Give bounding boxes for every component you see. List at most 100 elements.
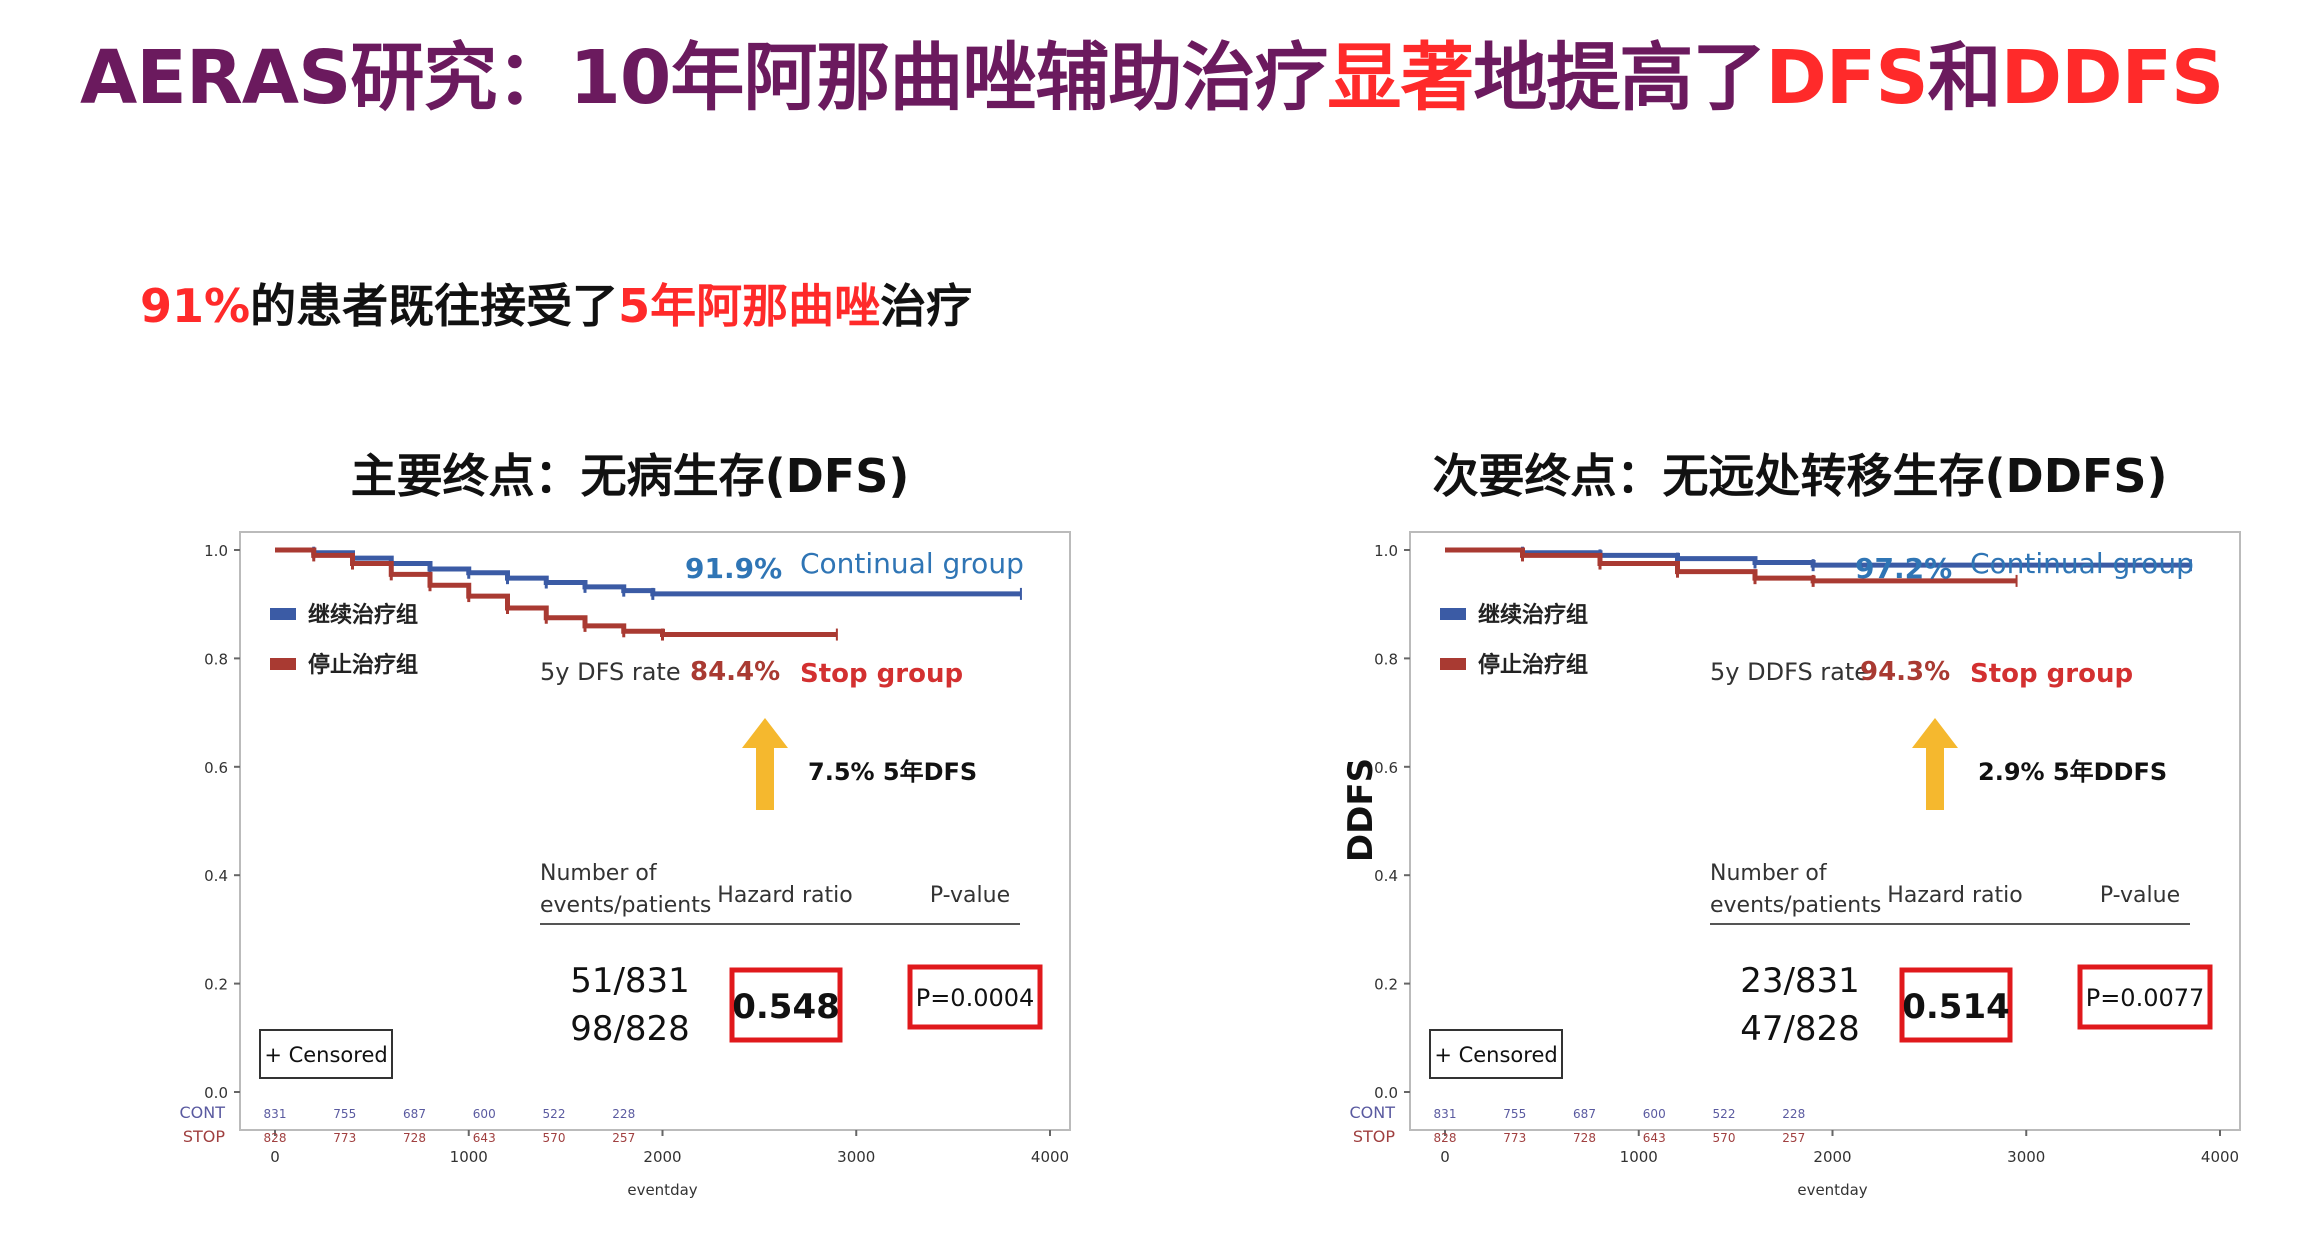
subtitle-therapy: 5年阿那曲唑 bbox=[618, 279, 881, 333]
x-tick-label: 2000 bbox=[643, 1148, 681, 1166]
y-tick-label: 0.6 bbox=[204, 759, 228, 777]
risk-label-cont: CONT bbox=[179, 1103, 225, 1122]
x-tick-label: 0 bbox=[1440, 1148, 1450, 1166]
risk-label-cont: CONT bbox=[1349, 1103, 1395, 1122]
y-tick-label: 0.0 bbox=[204, 1084, 228, 1102]
risk-count-stop: 257 bbox=[1782, 1131, 1805, 1145]
legend-swatch-stop bbox=[270, 658, 296, 670]
y-tick-label: 0.8 bbox=[1374, 650, 1398, 668]
title-part1: AERAS研究：10年阿那曲唑辅助治疗 bbox=[80, 35, 1328, 121]
p-value: P=0.0077 bbox=[2086, 984, 2205, 1012]
col-header-p: P-value bbox=[2100, 883, 2180, 908]
continual-rate: 91.9% bbox=[685, 552, 782, 585]
title-emphasis-significant: 显著 bbox=[1327, 35, 1474, 121]
improvement-label: 2.9% 5年DDFS bbox=[1978, 758, 2167, 786]
x-tick-label: 3000 bbox=[2007, 1148, 2045, 1166]
risk-count-stop: 828 bbox=[1434, 1131, 1457, 1145]
y-tick-label: 0.0 bbox=[1374, 1084, 1398, 1102]
x-tick-label: 1000 bbox=[450, 1148, 488, 1166]
events-stop: 47/828 bbox=[1740, 1009, 1860, 1049]
x-tick-label: 4000 bbox=[1031, 1148, 1069, 1166]
events-continual: 23/831 bbox=[1740, 961, 1860, 1001]
continual-rate: 97.2% bbox=[1855, 552, 1952, 585]
col-header-p: P-value bbox=[930, 883, 1010, 908]
subtitle-text2: 治疗 bbox=[880, 279, 973, 333]
rate-label: 5y DFS rate bbox=[540, 658, 681, 686]
risk-count-stop: 773 bbox=[333, 1131, 356, 1145]
risk-count-cont: 600 bbox=[1643, 1107, 1666, 1121]
events-stop: 98/828 bbox=[570, 1009, 690, 1049]
risk-count-stop: 773 bbox=[1503, 1131, 1526, 1145]
title-emphasis-ddfs: DDFS bbox=[2000, 35, 2225, 121]
events-continual: 51/831 bbox=[570, 961, 690, 1001]
y-tick-label: 1.0 bbox=[1374, 542, 1398, 560]
ddfs-chart: 1.0 0.8 0.6 0.4 0.2 0.0 0 1000 2000 3000 4000 event… bbox=[1341, 531, 2241, 1199]
subtitle-percent: 91% bbox=[140, 279, 251, 333]
col-header-events-2: events/patients bbox=[540, 893, 711, 918]
legend-swatch-continual bbox=[270, 608, 296, 620]
legend-label-continual: 继续治疗组 bbox=[1478, 602, 1588, 628]
p-value-box bbox=[2077, 964, 2213, 1030]
y-tick-label: 0.2 bbox=[1374, 976, 1398, 994]
x-tick-label: 1000 bbox=[1620, 1148, 1658, 1166]
risk-count-cont: 687 bbox=[403, 1107, 426, 1121]
y-tick-label: 0.4 bbox=[1374, 867, 1398, 885]
risk-count-stop: 728 bbox=[403, 1131, 426, 1145]
title-part3: 和 bbox=[1927, 35, 2002, 121]
improvement-label: 7.5% 5年DFS bbox=[808, 758, 977, 786]
censored-legend-label: + Censored bbox=[1434, 1043, 1557, 1067]
dfs-chart: 1.0 0.8 0.6 0.4 0.2 0.0 0 1000 2000 3000 4000 event… bbox=[179, 531, 1071, 1199]
hr-box bbox=[1899, 967, 2013, 1043]
plot-frame bbox=[1409, 531, 2241, 1131]
y-tick-label: 0.8 bbox=[204, 650, 228, 668]
hazard-ratio-value: 0.514 bbox=[1902, 987, 2010, 1027]
title-emphasis-dfs: DFS bbox=[1765, 35, 1928, 121]
risk-count-cont: 522 bbox=[1713, 1107, 1736, 1121]
risk-count-cont: 755 bbox=[333, 1107, 356, 1121]
risk-count-cont: 600 bbox=[473, 1107, 496, 1121]
rate-label: 5y DDFS rate bbox=[1710, 658, 1869, 686]
risk-count-cont: 228 bbox=[612, 1107, 635, 1121]
improvement-arrow-icon bbox=[742, 718, 788, 810]
legend-swatch-continual bbox=[1440, 608, 1466, 620]
continual-group-label: Continual group bbox=[800, 547, 1024, 580]
legend-swatch-stop bbox=[1440, 658, 1466, 670]
title-part2: 地提高了 bbox=[1473, 35, 1766, 121]
risk-count-stop: 643 bbox=[473, 1131, 496, 1145]
risk-count-stop: 570 bbox=[543, 1131, 566, 1145]
page-title: AERAS研究：10年阿那曲唑辅助治疗显著地提高了DFS和DDFS bbox=[80, 18, 2225, 125]
x-axis-label: eventday bbox=[1797, 1181, 1867, 1199]
y-tick-label: 1.0 bbox=[204, 542, 228, 560]
x-tick-label: 2000 bbox=[1813, 1148, 1851, 1166]
col-header-events: Number of bbox=[540, 861, 658, 886]
stop-group-label: Stop group bbox=[800, 659, 963, 689]
risk-count-cont: 831 bbox=[264, 1107, 287, 1121]
x-tick-label: 3000 bbox=[837, 1148, 875, 1166]
p-value: P=0.0004 bbox=[916, 984, 1035, 1012]
dfs-chart-panel: 主要终点：无病生存(DFS) 1.0 0.8 0.6 0.4 0.2 0.0 0 1000 20… bbox=[120, 440, 1140, 1240]
risk-count-stop: 643 bbox=[1643, 1131, 1666, 1145]
ddfs-chart-title: 次要终点：无远处转移生存(DDFS) bbox=[1432, 449, 2168, 503]
risk-label-stop: STOP bbox=[183, 1127, 226, 1146]
risk-count-stop: 570 bbox=[1713, 1131, 1736, 1145]
censored-legend-box bbox=[259, 1029, 393, 1079]
col-header-events: Number of bbox=[1710, 861, 1828, 886]
legend-label-continual: 继续治疗组 bbox=[308, 602, 418, 628]
col-header-events-2: events/patients bbox=[1710, 893, 1881, 918]
dfs-chart-title: 主要终点：无病生存(DFS) bbox=[350, 449, 910, 503]
risk-count-stop: 828 bbox=[264, 1131, 287, 1145]
subtitle-text1: 的患者既往接受了 bbox=[250, 279, 619, 333]
y-tick-label: 0.4 bbox=[204, 867, 228, 885]
risk-count-cont: 522 bbox=[543, 1107, 566, 1121]
p-value-box bbox=[907, 964, 1043, 1030]
col-header-hr: Hazard ratio bbox=[717, 883, 852, 908]
legend-label-stop: 停止治疗组 bbox=[1478, 652, 1588, 678]
y-tick-label: 0.2 bbox=[204, 976, 228, 994]
col-header-hr: Hazard ratio bbox=[1887, 883, 2022, 908]
stop-rate: 94.3% bbox=[1860, 657, 1950, 687]
censored-legend-label: + Censored bbox=[264, 1043, 387, 1067]
x-tick-label: 0 bbox=[270, 1148, 280, 1166]
risk-count-stop: 257 bbox=[612, 1131, 635, 1145]
risk-label-stop: STOP bbox=[1353, 1127, 1396, 1146]
x-axis-label: eventday bbox=[627, 1181, 697, 1199]
